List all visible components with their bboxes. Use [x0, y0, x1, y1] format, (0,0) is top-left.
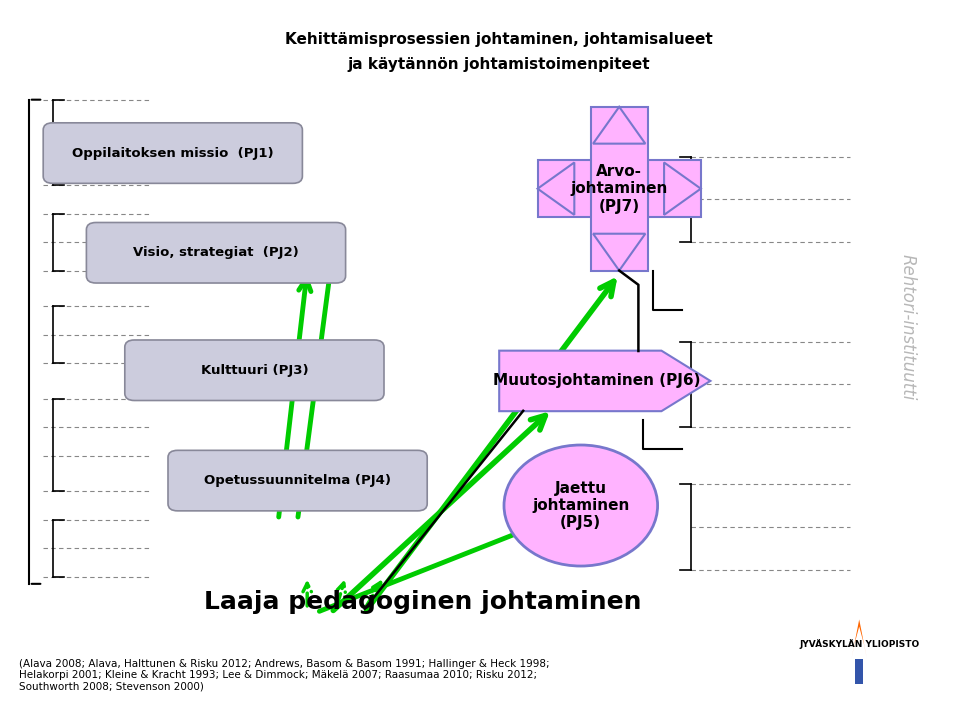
Text: Kehittämisprosessien johtaminen, johtamisalueet: Kehittämisprosessien johtaminen, johtami…: [285, 31, 713, 47]
Text: Opetussuunnitelma (PJ4): Opetussuunnitelma (PJ4): [204, 474, 391, 487]
Ellipse shape: [504, 445, 658, 566]
Text: Muutosjohtaminen (PJ6): Muutosjohtaminen (PJ6): [492, 373, 701, 389]
Polygon shape: [852, 619, 867, 659]
Polygon shape: [499, 350, 710, 411]
Text: Jaettu
johtaminen
(PJ5): Jaettu johtaminen (PJ5): [532, 481, 630, 530]
Bar: [855, 659, 863, 684]
Polygon shape: [664, 162, 701, 215]
FancyBboxPatch shape: [168, 451, 427, 511]
Polygon shape: [593, 234, 645, 271]
FancyBboxPatch shape: [86, 222, 346, 283]
Text: (Alava 2008; Alava, Halttunen & Risku 2012; Andrews, Basom & Basom 1991; Halling: (Alava 2008; Alava, Halttunen & Risku 20…: [19, 659, 550, 692]
FancyBboxPatch shape: [43, 122, 302, 183]
Text: Laaja pedagoginen johtaminen: Laaja pedagoginen johtaminen: [204, 590, 641, 614]
FancyBboxPatch shape: [590, 107, 648, 271]
Polygon shape: [593, 107, 645, 144]
Polygon shape: [538, 162, 574, 215]
Text: Oppilaitoksen missio  (PJ1): Oppilaitoksen missio (PJ1): [72, 147, 274, 159]
Text: Kulttuuri (PJ3): Kulttuuri (PJ3): [201, 364, 308, 377]
Text: ja käytännön johtamistoimenpiteet: ja käytännön johtamistoimenpiteet: [348, 56, 651, 72]
FancyBboxPatch shape: [125, 340, 384, 400]
Text: Rehtori-instituutti: Rehtori-instituutti: [899, 254, 916, 401]
Text: Visio, strategiat  (PJ2): Visio, strategiat (PJ2): [133, 246, 299, 259]
Text: Arvo-
johtaminen
(PJ7): Arvo- johtaminen (PJ7): [570, 164, 668, 214]
Text: JYVÄSKYLÄN YLIOPISTO: JYVÄSKYLÄN YLIOPISTO: [799, 639, 920, 649]
FancyBboxPatch shape: [538, 160, 701, 217]
